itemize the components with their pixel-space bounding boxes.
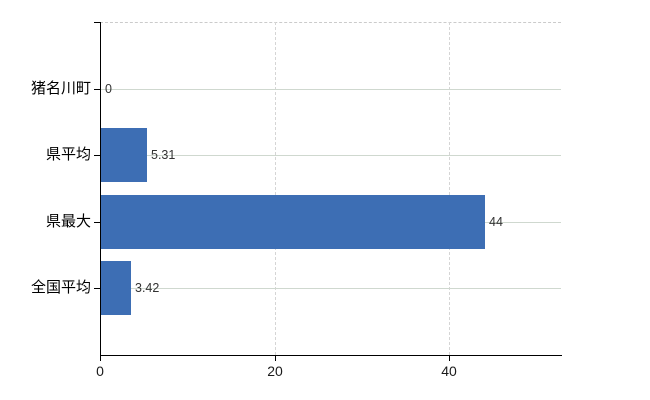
x-axis-tick-label: 20 — [267, 363, 283, 379]
bar — [101, 128, 147, 182]
y-axis-tick — [94, 288, 100, 289]
y-axis-tick — [94, 89, 100, 90]
y-axis-tick — [94, 222, 100, 223]
x-gridline — [275, 22, 276, 355]
y-axis-tick — [94, 155, 100, 156]
x-axis-tick — [449, 355, 450, 361]
x-axis-tick — [100, 355, 101, 361]
x-axis-tick-label: 0 — [96, 363, 104, 379]
bar-value-label: 5.31 — [151, 148, 176, 162]
bar — [101, 195, 485, 249]
x-axis-tick — [275, 355, 276, 361]
category-label: 全国平均 — [30, 279, 91, 296]
plot-top-border — [100, 22, 561, 23]
bar — [101, 261, 131, 315]
bar-value-label: 0 — [105, 82, 112, 96]
category-label: 猪名川町 — [30, 80, 91, 97]
y-axis-top-cap — [94, 22, 101, 23]
y-gridline — [100, 288, 561, 289]
bar-value-label: 3.42 — [135, 281, 160, 295]
bar-value-label: 44 — [489, 215, 503, 229]
x-axis-tick-label: 40 — [441, 363, 457, 379]
x-gridline — [449, 22, 450, 355]
category-label: 県最大 — [45, 213, 91, 230]
x-axis-line — [100, 355, 562, 356]
y-gridline — [100, 89, 561, 90]
y-axis-line — [100, 22, 101, 356]
category-label: 県平均 — [45, 146, 91, 163]
y-gridline — [100, 155, 561, 156]
